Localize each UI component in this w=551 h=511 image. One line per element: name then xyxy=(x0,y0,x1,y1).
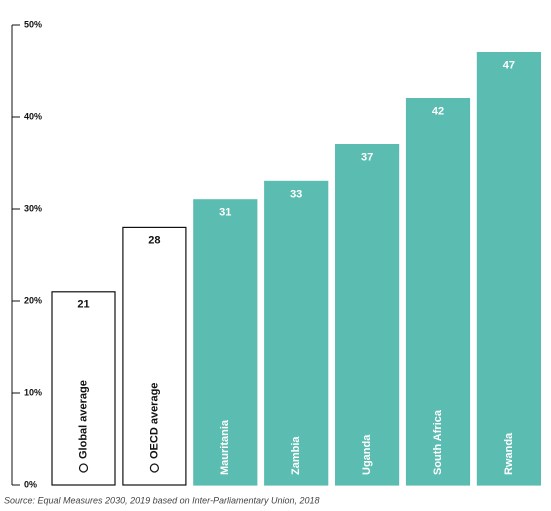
bar xyxy=(264,180,329,486)
bar xyxy=(476,51,541,486)
y-tick-label: 0% xyxy=(24,479,37,489)
category-label: Zambia xyxy=(290,436,302,475)
bar xyxy=(51,291,116,486)
y-tick-label: 20% xyxy=(24,295,42,305)
bar xyxy=(122,226,187,486)
value-label: 31 xyxy=(219,207,231,219)
value-label: 47 xyxy=(503,60,515,72)
category-icon xyxy=(78,463,89,473)
source-note: Source: Equal Measures 2030, 2019 based … xyxy=(4,495,320,505)
category-icon xyxy=(149,463,159,473)
category-label: Global average xyxy=(77,380,89,459)
value-label: 42 xyxy=(432,106,444,118)
category-label: Rwanda xyxy=(503,432,515,475)
bar xyxy=(193,199,258,486)
y-tick-label: 30% xyxy=(24,203,42,213)
category-label: South Africa xyxy=(432,409,444,475)
y-tick-label: 10% xyxy=(24,387,42,397)
value-label: 33 xyxy=(290,188,302,200)
value-label: 37 xyxy=(361,152,373,164)
bar xyxy=(335,144,400,486)
category-label: Uganda xyxy=(361,434,373,475)
value-label: 28 xyxy=(148,234,160,246)
bar xyxy=(405,97,471,486)
category-label: Mauritania xyxy=(219,419,231,475)
value-label: 21 xyxy=(77,299,89,311)
y-tick-label: 50% xyxy=(24,19,42,29)
category-label: OECD average xyxy=(148,383,160,459)
y-tick-label: 40% xyxy=(24,111,42,121)
